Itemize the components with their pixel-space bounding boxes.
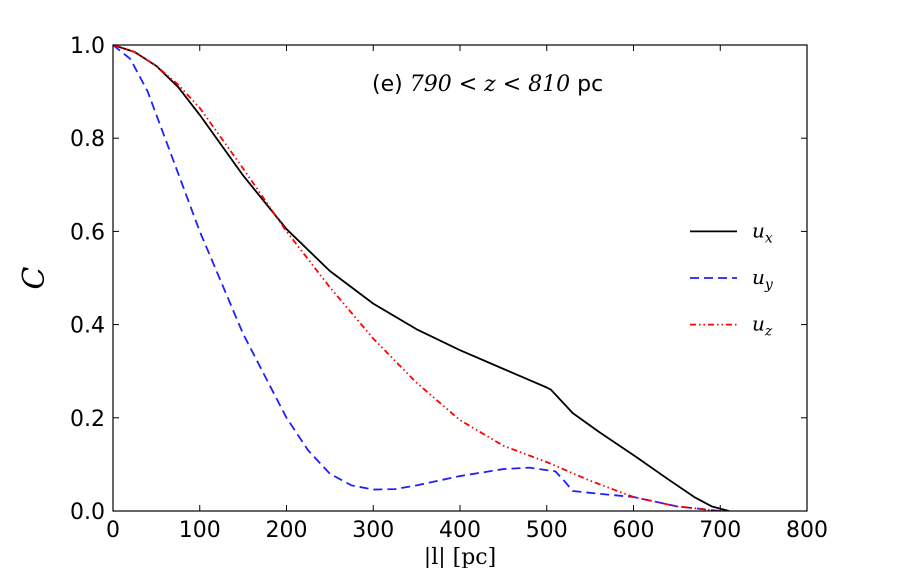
y-tick-label: 0.0 [70,500,105,525]
legend-label-sub: x [765,230,773,246]
legend-label-u-z: uz [752,312,773,340]
y-tick-label: 0.2 [70,407,105,432]
x-tick-label: 800 [786,518,828,543]
series-line-u-y [113,45,721,511]
x-tick-label: 300 [352,518,394,543]
series-layer [113,45,730,511]
y-tick-label: 0.6 [70,220,105,245]
x-axis-label: |l| [pc] [424,545,496,568]
annotation-suffix: pc [570,72,603,97]
y-tick-label: 0.4 [70,314,105,339]
y-tick-label: 1.0 [70,34,105,59]
annotation-math: 790 < z < 810 [410,72,570,97]
y-axis-label: C [17,266,52,289]
x-tick-label: 700 [699,518,741,543]
series-line-u-z [113,45,721,511]
legend-label-main: u [752,218,765,242]
x-tick-label: 100 [179,518,221,543]
ticks-layer: 0 100 200 300 400 500 600 700 800 0.0 0.2 0.4 0.6 0.8… [70,34,828,543]
legend-label-main: u [752,312,765,336]
x-tick-label: 0 [106,518,120,543]
y-tick-label: 0.8 [70,127,105,152]
legend-label-u-y: uy [752,265,774,293]
legend-label-u-x: ux [752,218,773,246]
annotation: (e) 790 < z < 810 pc [372,72,603,97]
x-tick-label: 400 [439,518,481,543]
legend-label-sub: y [764,277,774,293]
plot-frame [112,44,808,512]
legend-label-sub: z [764,324,773,340]
x-tick-label: 500 [526,518,568,543]
x-tick-label: 600 [613,518,655,543]
legend-label-main: u [752,265,765,289]
series-line-u-x [113,45,730,511]
x-tick-label: 200 [266,518,308,543]
annotation-prefix: (e) [372,72,410,97]
